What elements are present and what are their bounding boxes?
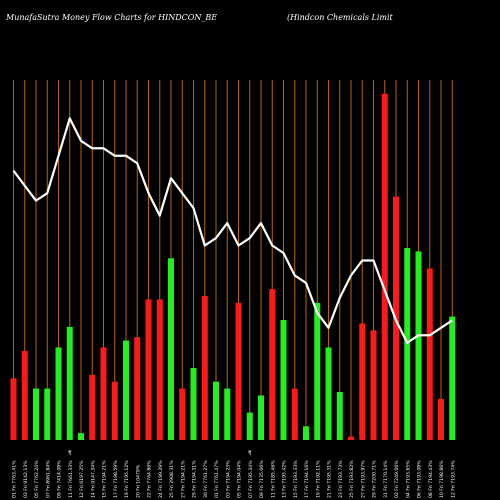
money-flow-bar [168, 258, 174, 440]
x-tick-label: 12 Fri 6197.25% [79, 460, 85, 498]
money-flow-bar [179, 388, 186, 440]
x-tick-label: 05 Fri 7194.04% [237, 460, 243, 498]
x-tick-label: 01 Fri 7763.41% [12, 460, 18, 498]
x-tick-label: 21 Fri 7195.31% [327, 460, 333, 498]
x-tick-label: 03 Fri 9142.13% [23, 460, 29, 498]
money-flow-bar [89, 374, 96, 440]
x-tick-label: 09 Fri 7135.06% [259, 460, 265, 498]
x-tick-label: 25 Fri 7193.82% [349, 460, 355, 498]
x-tick-label: 11 Fri 7185.46% [270, 460, 276, 498]
x-tick-label: 27 Fri 7193.97% [360, 460, 366, 498]
x-tick-label: 25 Fri 2908.31% [169, 460, 175, 498]
x-tick-label: 10 Fri 7198.86% [439, 460, 445, 498]
x-tick-label: 04 Fri 7193.65% [405, 460, 411, 498]
money-flow-bar [303, 426, 309, 440]
money-flow-bar [201, 296, 208, 440]
money-flow-bar [269, 289, 276, 440]
x-tick-label: 02 Fri 7249.06% [394, 460, 400, 498]
x-tick-label: 07 Fri 8961.84% [45, 460, 51, 498]
money-flow-bar [258, 395, 264, 440]
x-tick-label: 24 Fri 7199.29% [158, 460, 164, 498]
money-flow-bar [314, 302, 321, 440]
x-tick-label: 22 Fri 7764.86% [147, 460, 153, 498]
chart-subtitle: (Hindcon Chemicals Limit [287, 13, 393, 22]
x-tick-label: 29 Fri 7200.71% [372, 460, 378, 498]
money-flow-bar [426, 268, 433, 440]
money-flow-bar [21, 350, 28, 440]
money-flow-bar [370, 330, 377, 440]
money-flow-bar [10, 378, 17, 440]
money-flow-bar [44, 388, 51, 440]
money-flow-bar [145, 299, 152, 440]
x-tick-label: 29 Fri 7194.31% [192, 460, 198, 498]
x-tick-label: 11 Fri 7661.33% [68, 460, 74, 498]
x-tick-label: 06 Fri 7193.08% [417, 460, 423, 498]
x-tick-label: 13 Fri 7195.42% [282, 460, 288, 498]
line-layer [12, 117, 453, 344]
x-tick-label: 07 Fri 7195.34% [248, 460, 254, 498]
money-flow-bar [213, 381, 219, 440]
x-tick-label: 12 Fri 7193.74% [450, 460, 456, 498]
marker-layer: ₹ ₹ [68, 450, 252, 457]
x-tick-label: 05 Fri 7762.24% [34, 460, 40, 498]
x-tick-label: 31 Fri 7170.14% [383, 460, 389, 498]
money-flow-bar [415, 251, 422, 440]
money-flow-bar [111, 381, 118, 440]
money-flow-bar [235, 302, 242, 440]
x-tick-label: 01 Fri 7761.47% [214, 460, 220, 498]
x-tick-label: 30 Fri 7761.27% [203, 460, 209, 498]
x-tick-label: 17 Fri 7198.59% [113, 460, 119, 498]
money-flow-bar [33, 388, 39, 440]
x-tick-label: 03 Fri 7194.23% [225, 460, 231, 498]
money-flow-bar [190, 368, 197, 440]
money-flow-bar [224, 388, 231, 440]
x-tick-label: 20 Fri 10479% [135, 464, 141, 498]
money-flow-bar [291, 388, 298, 440]
money-flow-bar [336, 392, 343, 440]
x-tick-label: 08 Fri 7194.43% [428, 460, 434, 498]
money-flow-bar [348, 436, 354, 440]
x-tick-label: 09 Fri 7414.08% [57, 460, 63, 498]
price-line [12, 117, 453, 344]
x-tick-label: 19 Fri 7192.11% [315, 460, 321, 498]
money-flow-bar [381, 93, 388, 440]
x-tick-label: 19 Fri 7195.12% [124, 460, 130, 498]
x-tick-label: 27 Fri 7194.21% [180, 460, 186, 498]
x-tick-label: 15 Fri 7193.33% [293, 460, 299, 498]
money-flow-bar [123, 340, 129, 440]
money-flow-bar [134, 337, 141, 440]
x-tick-label: 23 Fri 7193.73% [338, 460, 344, 498]
money-flow-bar [359, 323, 366, 440]
money-flow-bar [438, 398, 444, 440]
money-flow-bar [404, 248, 411, 440]
money-flow-bar [100, 347, 107, 440]
currency-marker: ₹ [68, 450, 72, 457]
x-tick-label: 17 Fri 7194.16% [304, 460, 310, 498]
x-tick-label: 15 Fri 7194.21% [102, 460, 108, 498]
bar-layer [10, 93, 456, 440]
money-flow-bar [66, 326, 73, 440]
x-label-layer: 01 Fri 7763.41% 03 Fri 9142.13% 05 Fri 776… [12, 460, 457, 498]
money-flow-bar [325, 347, 332, 440]
x-tick-label: 14 Fri 9147.34% [90, 460, 96, 498]
money-flow-bar [55, 347, 62, 440]
money-flow-bar [449, 316, 456, 440]
money-flow-bar [156, 299, 163, 440]
money-flow-bar [246, 412, 253, 440]
chart-title: MunafaSutra Money Flow Charts for HINDCO… [6, 13, 218, 22]
money-flow-bar [280, 320, 287, 440]
money-flow-bar [78, 433, 84, 440]
currency-marker: ₹ [248, 450, 252, 457]
